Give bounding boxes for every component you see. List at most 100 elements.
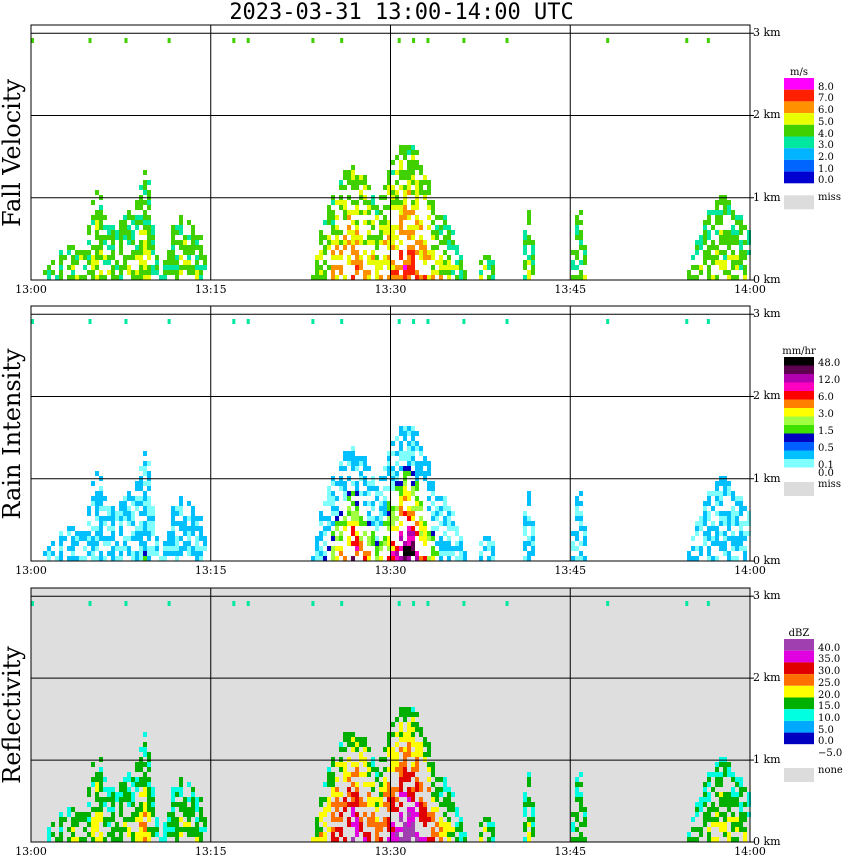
data-cell — [715, 205, 719, 210]
data-cell — [719, 210, 723, 215]
data-cell — [111, 531, 115, 536]
data-cell — [747, 230, 751, 235]
data-cell — [715, 501, 719, 506]
data-cell — [179, 225, 183, 230]
data-cell — [95, 807, 99, 812]
data-cell — [335, 511, 339, 516]
data-cell — [407, 255, 411, 260]
data-cell — [459, 255, 463, 260]
data-cell — [391, 797, 395, 802]
data-cell — [163, 546, 167, 551]
data-cell — [459, 551, 463, 556]
xtick-label: 13:00 — [15, 845, 47, 858]
data-cell — [127, 787, 131, 792]
data-cell — [407, 491, 411, 496]
data-cell — [395, 245, 399, 250]
data-cell — [491, 837, 495, 842]
data-cell — [355, 792, 359, 797]
data-cell — [343, 200, 347, 205]
data-cell — [147, 486, 151, 491]
data-cell — [83, 812, 87, 817]
data-cell — [399, 210, 403, 215]
data-cell — [395, 757, 399, 762]
data-cell — [407, 737, 411, 742]
data-cell — [463, 832, 467, 837]
data-cell — [723, 230, 727, 235]
data-cell — [419, 807, 423, 812]
data-cell — [427, 255, 431, 260]
data-cell — [731, 556, 735, 561]
data-cell — [75, 260, 79, 265]
data-cell — [412, 601, 416, 606]
data-cell — [439, 777, 443, 782]
data-cell — [91, 817, 95, 822]
data-cell — [423, 807, 427, 812]
colorbar-swatch — [784, 357, 814, 366]
data-cell — [339, 757, 343, 762]
data-cell — [435, 792, 439, 797]
data-cell — [179, 827, 183, 832]
data-cell — [99, 235, 103, 240]
data-cell — [371, 817, 375, 822]
data-cell — [579, 516, 583, 521]
colorbar-label: 8.0 — [818, 81, 834, 93]
data-cell — [187, 516, 191, 521]
data-cell — [347, 536, 351, 541]
data-cell — [423, 526, 427, 531]
data-cell — [403, 546, 407, 551]
data-cell — [523, 516, 527, 521]
data-cell — [463, 556, 467, 561]
data-cell — [107, 270, 111, 275]
data-cell — [487, 837, 491, 842]
data-cell — [715, 777, 719, 782]
ytick-label: 2 km — [753, 671, 781, 685]
data-cell — [407, 837, 411, 842]
data-cell — [397, 38, 401, 43]
data-cell — [135, 551, 139, 556]
colorbar-swatch — [784, 639, 814, 651]
data-cell — [99, 817, 103, 822]
data-cell — [131, 521, 135, 526]
data-cell — [487, 536, 491, 541]
data-cell — [391, 265, 395, 270]
data-cell — [359, 742, 363, 747]
data-cell — [79, 837, 83, 842]
data-cell — [505, 601, 509, 606]
data-cell — [107, 807, 111, 812]
data-cell — [351, 491, 355, 496]
data-cell — [531, 240, 535, 245]
colorbar-swatch — [784, 113, 814, 125]
data-cell — [47, 270, 51, 275]
data-cell — [407, 777, 411, 782]
data-cell — [363, 762, 367, 767]
data-cell — [703, 506, 707, 511]
xtick-label: 13:30 — [374, 845, 407, 858]
data-cell — [579, 491, 583, 496]
data-cell — [143, 792, 147, 797]
data-cell — [719, 516, 723, 521]
data-cell — [119, 556, 123, 561]
data-cell — [719, 230, 723, 235]
data-cell — [411, 531, 415, 536]
data-cell — [695, 521, 699, 526]
data-cell — [523, 526, 527, 531]
data-cell — [127, 827, 131, 832]
data-cell — [367, 516, 371, 521]
colorbar-label: 0.1 — [818, 459, 834, 471]
data-cell — [323, 220, 327, 225]
data-cell — [135, 556, 139, 561]
data-cell — [232, 38, 236, 43]
data-cell — [711, 260, 715, 265]
data-cell — [727, 491, 731, 496]
data-cell — [699, 521, 703, 526]
data-cell — [339, 531, 343, 536]
data-cell — [183, 546, 187, 551]
data-cell — [375, 772, 379, 777]
data-cell — [119, 270, 123, 275]
data-cell — [523, 245, 527, 250]
data-cell — [583, 541, 587, 546]
data-cell — [399, 737, 403, 742]
data-cell — [427, 190, 431, 195]
data-cell — [195, 240, 199, 245]
data-cell — [139, 260, 143, 265]
